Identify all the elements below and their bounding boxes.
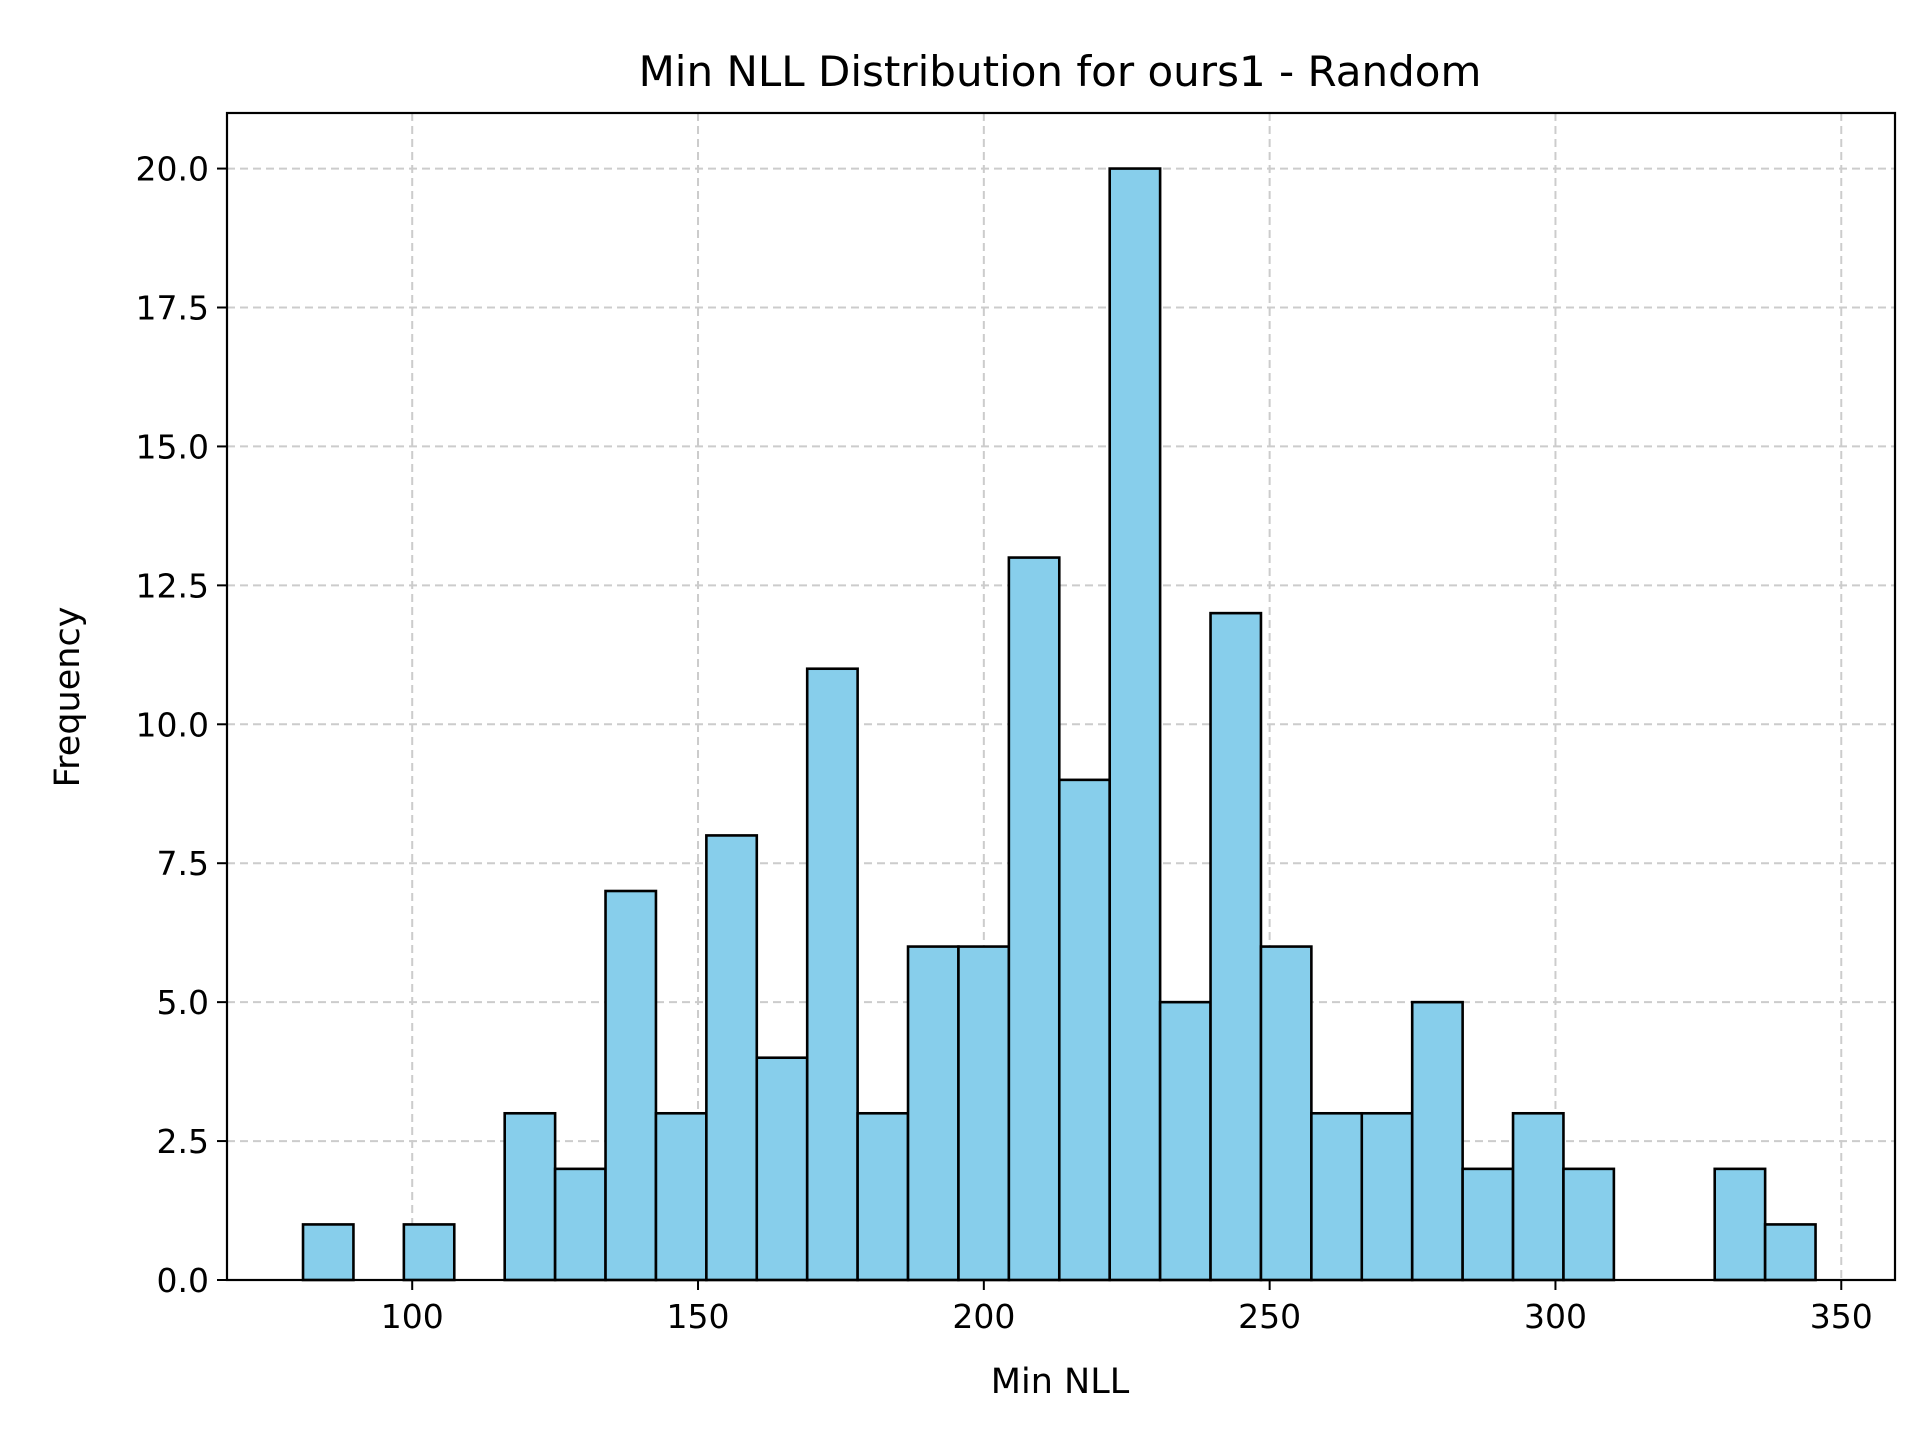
x-tick-label: 100: [381, 1297, 444, 1336]
histogram-bar: [503, 1111, 557, 1282]
histogram-bar: [654, 1111, 708, 1282]
histogram-bar: [1360, 1111, 1414, 1282]
histogram-bar: [1562, 1167, 1616, 1282]
chart-title: Min NLL Distribution for ours1 - Random: [639, 47, 1482, 96]
histogram-bar: [1259, 945, 1313, 1282]
histogram-bar: [705, 834, 759, 1282]
histogram-bar: [604, 889, 658, 1282]
y-tick-label: 17.5: [136, 289, 209, 328]
histogram-bar: [553, 1167, 607, 1282]
histogram-bar: [1763, 1223, 1817, 1282]
histogram-bar: [957, 945, 1011, 1282]
histogram-bar: [906, 945, 960, 1282]
plot-frame: [225, 111, 1897, 1282]
histogram-bar: [1410, 1000, 1464, 1282]
y-axis-label: Frequency: [48, 607, 88, 788]
x-axis-ticks: 100 150 200 250 300 350: [381, 1280, 1873, 1336]
histogram-bar: [1713, 1167, 1767, 1282]
histogram-bar: [1158, 1000, 1212, 1282]
histogram-bar: [856, 1111, 910, 1282]
bars: [301, 167, 1817, 1282]
y-tick-label: 12.5: [136, 566, 209, 605]
x-tick-label: 200: [952, 1297, 1015, 1336]
histogram-bar: [402, 1223, 456, 1282]
y-tick-label: 7.5: [157, 844, 209, 883]
histogram-bar: [755, 1056, 809, 1282]
histogram-bar: [1461, 1167, 1515, 1282]
x-axis-label: Min NLL: [991, 1362, 1130, 1402]
y-tick-label: 2.5: [157, 1122, 209, 1161]
y-axis-ticks: 0.0 2.5 5.0 7.5 10.0 12.5 15.0 17.5 20.0: [136, 150, 227, 1300]
x-tick-label: 150: [667, 1297, 730, 1336]
histogram-bar: [301, 1223, 355, 1282]
y-tick-label: 0.0: [157, 1261, 209, 1300]
y-tick-label: 10.0: [136, 705, 209, 744]
histogram-bar: [1057, 778, 1112, 1282]
x-tick-label: 300: [1524, 1297, 1587, 1336]
y-tick-label: 20.0: [136, 150, 209, 189]
y-tick-label: 5.0: [157, 983, 209, 1022]
x-tick-label: 250: [1238, 1297, 1301, 1336]
histogram-bar: [1108, 167, 1162, 1282]
histogram-bar: [1007, 556, 1061, 1282]
histogram-bar: [805, 667, 859, 1282]
x-tick-label: 350: [1810, 1297, 1873, 1336]
y-tick-label: 15.0: [136, 427, 209, 466]
histogram-bar: [1209, 611, 1263, 1282]
histogram-bar: [1310, 1111, 1364, 1282]
histogram-bar: [1511, 1111, 1565, 1282]
